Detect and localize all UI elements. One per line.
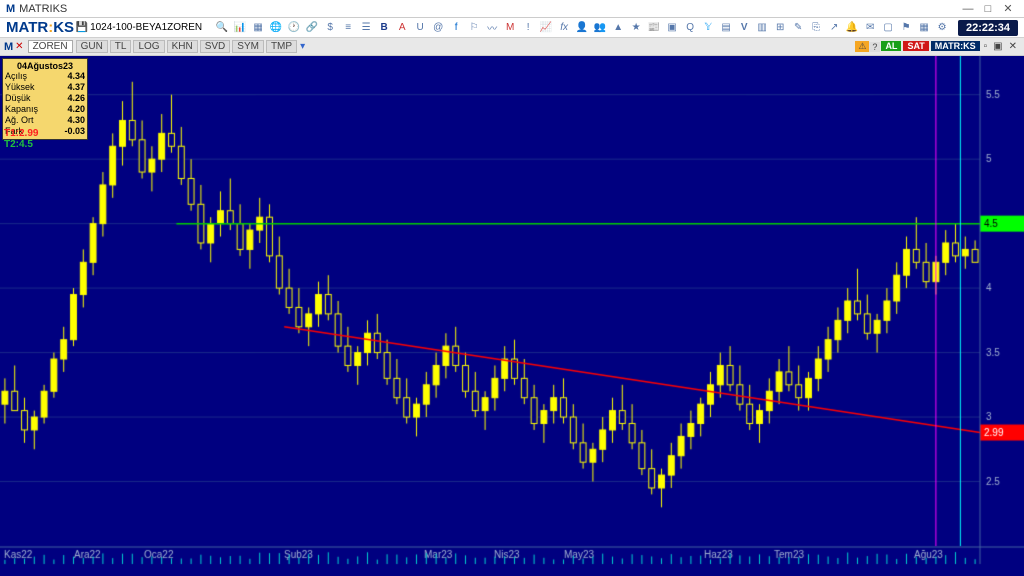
doc-icon[interactable]: ▤ xyxy=(718,20,734,36)
edit-icon[interactable]: ✎ xyxy=(790,20,806,36)
trend-labels: T1:2.99 T2:4.5 xyxy=(4,128,38,150)
chart-area[interactable]: 04Ağustos23 Açılış4.34Yüksek4.37Düşük4.2… xyxy=(0,56,1024,576)
tab-tl[interactable]: TL xyxy=(110,40,132,53)
twitter-icon[interactable]: 𝕐 xyxy=(700,20,716,36)
ohlc-row: Yüksek4.37 xyxy=(5,82,85,93)
underline-icon[interactable]: U xyxy=(412,20,428,36)
window-icon[interactable]: ▢ xyxy=(880,20,896,36)
chart-icon[interactable]: 📊 xyxy=(232,20,248,36)
up-icon[interactable]: ▲ xyxy=(610,20,626,36)
template-select[interactable]: 1024-100-BEYA xyxy=(90,22,162,33)
badge-al[interactable]: AL xyxy=(881,41,901,51)
titlebar-logo: M xyxy=(6,3,15,15)
cards-icon[interactable]: ▦ xyxy=(916,20,932,36)
bell-icon[interactable]: 🔔 xyxy=(844,20,860,36)
at-icon[interactable]: @ xyxy=(430,20,446,36)
brand-logo: MATR:KS xyxy=(6,19,74,36)
flag-icon[interactable]: ⚐ xyxy=(466,20,482,36)
layers-icon[interactable]: ≡ xyxy=(340,20,356,36)
fx-icon[interactable]: fx xyxy=(556,20,572,36)
meta-icon[interactable]: f xyxy=(448,20,464,36)
trend-t2: T2:4.5 xyxy=(4,139,38,150)
tab-khn[interactable]: KHN xyxy=(167,40,198,53)
chart-tab-bar: M ✕ ZOREN GUNTLLOGKHNSVDSYMTMP ▾ ⚠ ? ALS… xyxy=(0,38,1024,56)
candle-icon[interactable]: ▦ xyxy=(250,20,266,36)
close-button[interactable]: ✕ xyxy=(998,2,1018,15)
clock: 22:22:34 xyxy=(958,20,1018,36)
subbar-max-icon[interactable]: ▣ xyxy=(990,41,1005,52)
arrow-icon[interactable]: ↗ xyxy=(826,20,842,36)
ohlc-row: Kapanış4.20 xyxy=(5,104,85,115)
tab-gun[interactable]: GUN xyxy=(76,40,108,53)
search-icon[interactable]: Q xyxy=(682,20,698,36)
window-title: MATRIKS xyxy=(19,3,67,15)
gear-icon[interactable]: ⚙ xyxy=(934,20,950,36)
ohlc-row: Düşük4.26 xyxy=(5,93,85,104)
save-icon[interactable]: 💾 xyxy=(74,20,90,36)
tab-svd[interactable]: SVD xyxy=(200,40,231,53)
chart-close-icon[interactable]: ✕ xyxy=(15,41,23,52)
ohlc-row: Açılış4.34 xyxy=(5,71,85,82)
indicator-icon[interactable]: ! xyxy=(520,20,536,36)
symbol-input[interactable]: ZOREN xyxy=(167,22,202,33)
zoom-icon[interactable]: 🔍 xyxy=(214,20,230,36)
mail-icon[interactable]: ✉ xyxy=(862,20,878,36)
chart-canvas[interactable] xyxy=(0,56,1024,576)
main-toolbar-icons: 🔍 📊 ▦ 🌐 🕐 🔗 $ ≡ ☰ B A U @ f ⚐ 〰 M ! 📈 fx… xyxy=(214,20,958,36)
tab-tmp[interactable]: TMP xyxy=(266,40,297,53)
user-icon[interactable]: 👤 xyxy=(574,20,590,36)
dropdown-icon[interactable]: ▾ xyxy=(300,41,305,52)
trend-icon[interactable]: 📈 xyxy=(538,20,554,36)
bold-icon[interactable]: B xyxy=(376,20,392,36)
maximize-button[interactable]: □ xyxy=(978,3,998,15)
brand-toolbar: MATR:KS 💾 1024-100-BEYA 1 ZOREN 🔍 📊 ▦ 🌐 … xyxy=(0,18,1024,38)
trend-t1: T1:2.99 xyxy=(4,128,38,139)
news-icon[interactable]: 📰 xyxy=(646,20,662,36)
titlebar: M MATRIKS — □ ✕ xyxy=(0,0,1024,18)
subbar-x-icon[interactable]: ✕ xyxy=(1006,41,1020,52)
v-icon[interactable]: V xyxy=(736,20,752,36)
list-icon[interactable]: ☰ xyxy=(358,20,374,36)
m-icon[interactable]: M xyxy=(502,20,518,36)
clock-icon[interactable]: 🕐 xyxy=(286,20,302,36)
subbar-info-icon[interactable]: ? xyxy=(869,42,880,52)
users-icon[interactable]: 👥 xyxy=(592,20,608,36)
copy-icon[interactable]: ⎘ xyxy=(808,20,824,36)
badge-matr:ks[interactable]: MATR:KS xyxy=(931,41,980,51)
subbar-logo: M xyxy=(4,41,13,53)
currency-icon[interactable]: $ xyxy=(322,20,338,36)
chart-symbol[interactable]: ZOREN xyxy=(28,40,73,53)
wave-icon[interactable]: 〰 xyxy=(484,20,500,36)
ohlc-date: 04Ağustos23 xyxy=(5,61,85,71)
subbar-unknown-icon[interactable]: ⚠ xyxy=(855,41,869,52)
grid-icon[interactable]: ⊞ xyxy=(772,20,788,36)
link-icon[interactable]: 🔗 xyxy=(304,20,320,36)
sheet-icon[interactable]: ▥ xyxy=(754,20,770,36)
star-icon[interactable]: ★ xyxy=(628,20,644,36)
flag2-icon[interactable]: ⚑ xyxy=(898,20,914,36)
tab-sym[interactable]: SYM xyxy=(232,40,264,53)
globe-icon[interactable]: 🌐 xyxy=(268,20,284,36)
badge-sat[interactable]: SAT xyxy=(903,41,928,51)
minimize-button[interactable]: — xyxy=(958,3,978,15)
tab-log[interactable]: LOG xyxy=(133,40,164,53)
box-icon[interactable]: ▣ xyxy=(664,20,680,36)
text-icon[interactable]: A xyxy=(394,20,410,36)
ohlc-row: Ağ. Ort4.30 xyxy=(5,115,85,126)
subbar-min-icon[interactable]: ▫ xyxy=(981,41,991,52)
